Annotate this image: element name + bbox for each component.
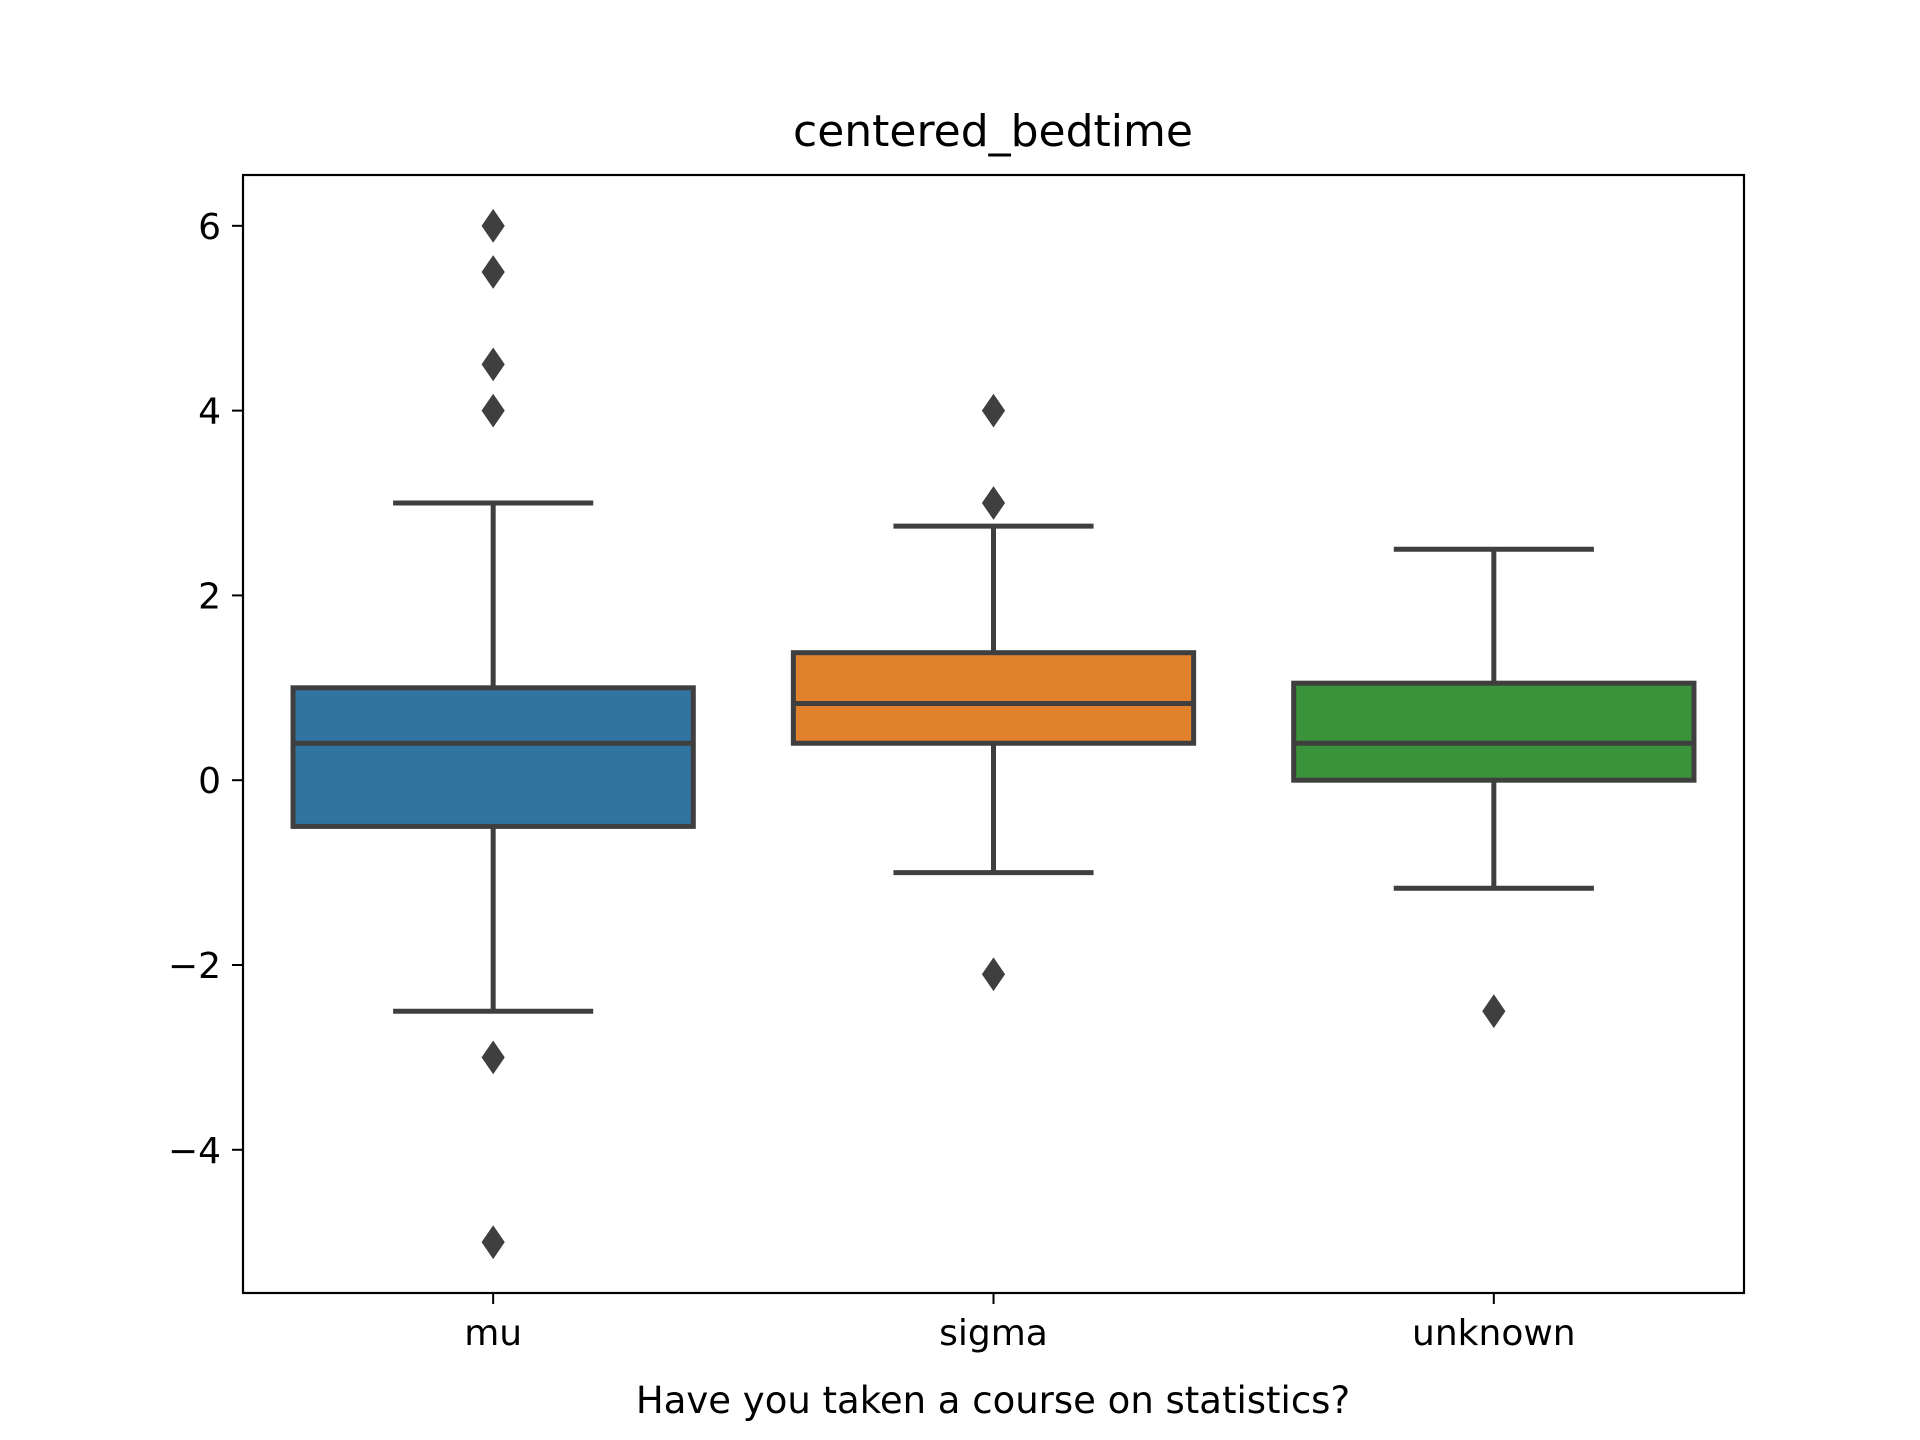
x-tick-label-mu: mu xyxy=(464,1313,522,1354)
box-sigma xyxy=(790,650,1197,746)
box-group-mu xyxy=(290,208,696,1260)
y-axis: −4 −2 0 2 4 6 xyxy=(168,207,243,1172)
outlier-mu-5 xyxy=(481,1040,505,1075)
y-tick-label-3: 2 xyxy=(198,576,221,617)
outlier-sigma-2 xyxy=(981,486,1006,520)
outlier-mu-3 xyxy=(481,347,505,382)
outlier-sigma-3 xyxy=(981,957,1006,992)
x-axis: mu sigma unknown xyxy=(464,1293,1576,1354)
outlier-mu-2 xyxy=(481,255,505,289)
y-tick-label-1: −2 xyxy=(168,946,221,987)
box-mu xyxy=(290,685,696,829)
box-unknown xyxy=(1291,680,1697,783)
y-tick-label-4: 4 xyxy=(198,392,221,433)
box-group-unknown xyxy=(1291,546,1697,1029)
outlier-mu-6 xyxy=(481,1225,505,1260)
x-axis-label: Have you taken a course on statistics? xyxy=(636,1379,1350,1422)
outlier-mu-4 xyxy=(481,393,505,428)
chart-title: centered_bedtime xyxy=(793,106,1193,157)
outlier-mu-1 xyxy=(481,208,505,243)
y-tick-label-0: −4 xyxy=(168,1131,221,1172)
plot-area xyxy=(290,208,1697,1260)
box-group-sigma xyxy=(790,393,1197,992)
outlier-sigma-1 xyxy=(981,393,1006,428)
x-tick-label-sigma: sigma xyxy=(939,1313,1048,1354)
x-tick-label-unknown: unknown xyxy=(1412,1313,1576,1354)
outlier-unknown-1 xyxy=(1482,994,1506,1029)
y-tick-label-2: 0 xyxy=(198,761,221,802)
y-tick-label-5: 6 xyxy=(198,207,221,248)
